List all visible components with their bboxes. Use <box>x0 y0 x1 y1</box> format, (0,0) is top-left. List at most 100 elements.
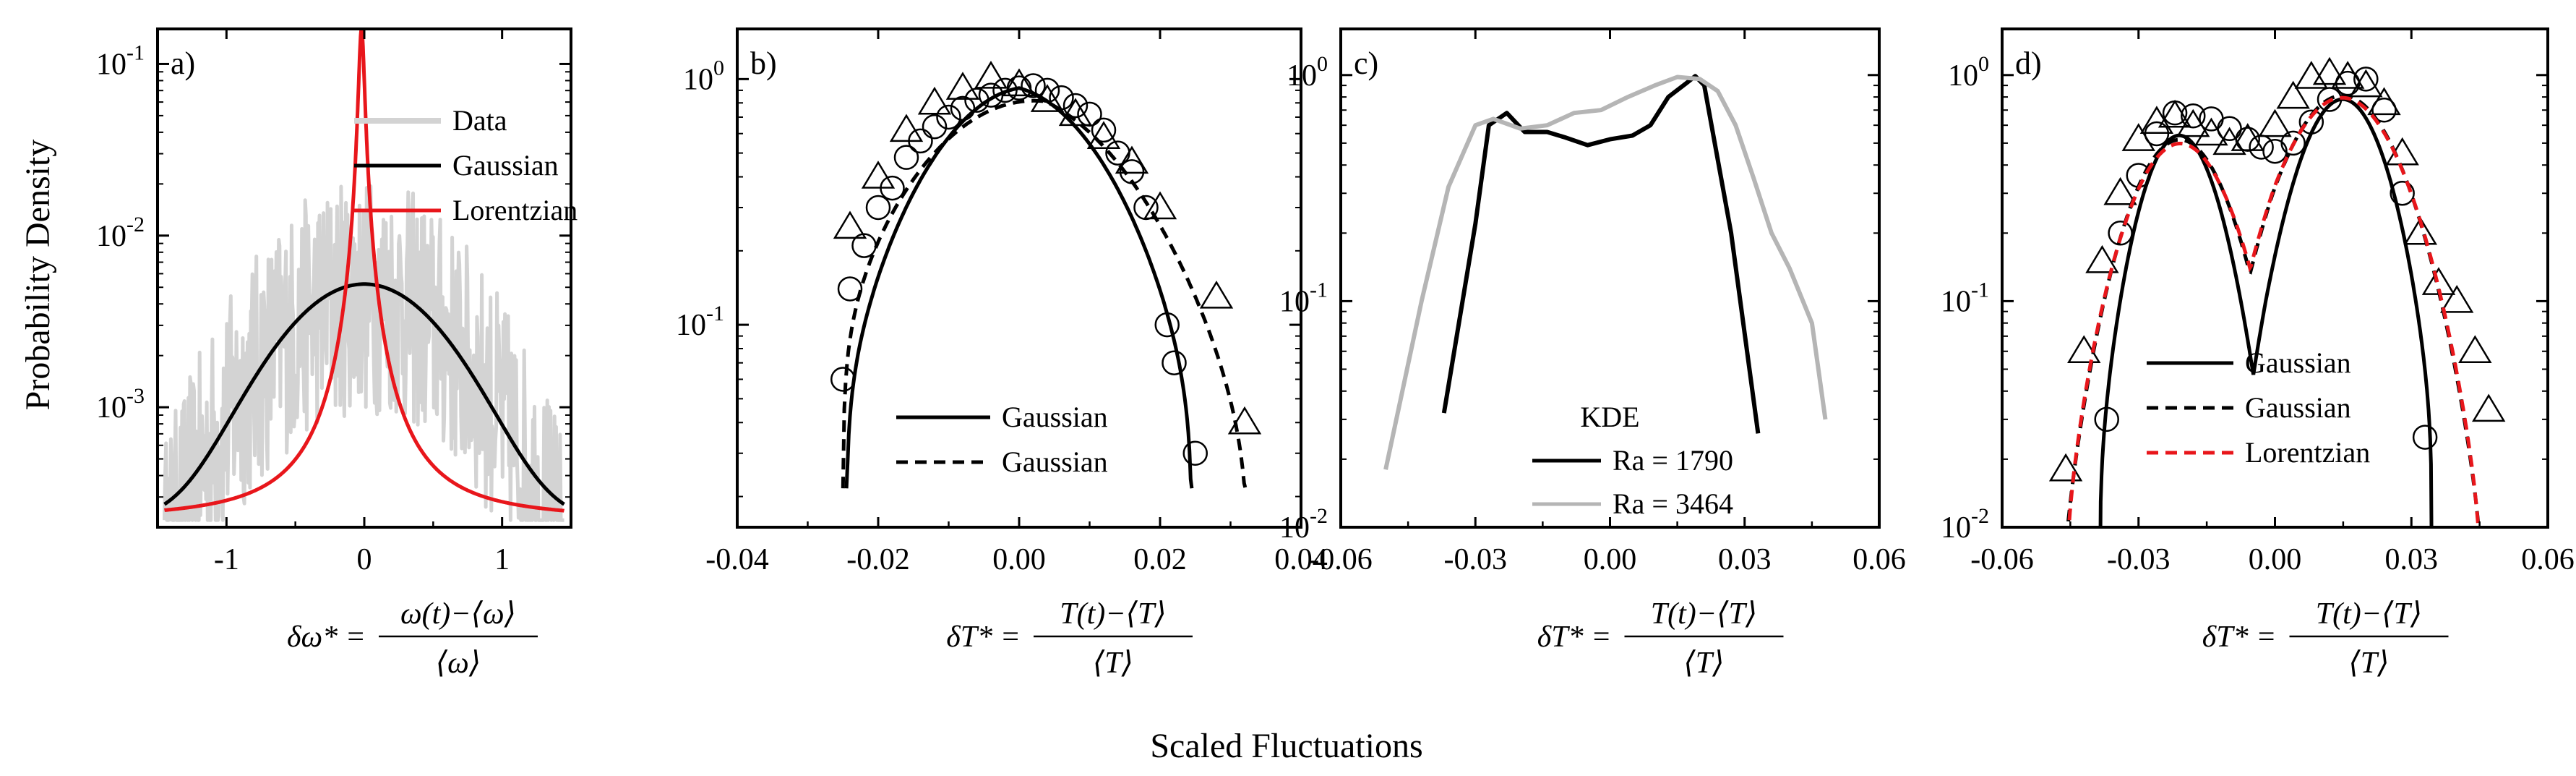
series-gaussian-dashed <box>841 98 1248 490</box>
data-point-triangle <box>1227 406 1262 435</box>
data-point-circle <box>2217 116 2242 142</box>
plot-area <box>1383 74 1828 470</box>
series-line-0 <box>1441 74 1761 434</box>
data-point-triangle <box>2103 176 2137 205</box>
panel-c: -0.06 -0.03 0.00 0.03 0.06 10-2 10-1 100 c) KDE Ra… <box>1279 27 1906 680</box>
y-tick-label: 10-2 <box>96 213 145 253</box>
data-point-triangle <box>2194 117 2228 146</box>
data-point-triangle <box>2176 108 2210 137</box>
x-label-numerator: ω(t)−⟨ω⟩ <box>400 597 516 631</box>
data-point-triangle <box>833 210 867 239</box>
data-point-triangle <box>2312 56 2347 85</box>
data-point-circle <box>922 114 948 140</box>
data-point-circle <box>1091 117 1117 143</box>
data-point-triangle <box>974 60 1008 89</box>
x-tick-label: 0.03 <box>1718 543 1772 576</box>
x-tick-label: 0.03 <box>2385 543 2439 576</box>
data-point-triangle <box>1002 68 1036 97</box>
data-point-triangle <box>2385 137 2419 166</box>
y-tick-label: 10-2 <box>1941 504 1989 545</box>
data-point-triangle <box>2458 335 2492 364</box>
data-point-triangle <box>2121 123 2155 151</box>
y-tick-label: 100 <box>1287 52 1328 93</box>
panel-tag: a) <box>171 46 195 81</box>
data-point-triangle <box>2349 69 2383 98</box>
data-point-triangle <box>2330 61 2365 89</box>
data-point-triangle <box>889 114 924 142</box>
x-tick-label: -1 <box>214 543 239 576</box>
x-tick-label: 0.04 <box>1274 543 1328 576</box>
series-lorentzian-line <box>164 29 564 513</box>
data-point-circle <box>1062 93 1089 119</box>
y-tick-label: 10-1 <box>1941 278 1989 318</box>
y-tick-label: 10-2 <box>1279 504 1328 545</box>
plot-area <box>830 60 1262 490</box>
x-tick-label: 0.00 <box>992 543 1046 576</box>
data-point-circle <box>2181 103 2206 129</box>
data-point-triangle <box>2085 244 2119 273</box>
y-tick-label: 10-1 <box>96 40 145 81</box>
x-label-lhs: δT* = <box>946 621 1021 654</box>
x-label-denominator: ⟨T⟩ <box>1093 647 1133 680</box>
series-data-line <box>163 184 565 522</box>
data-point-circle <box>1021 73 1046 98</box>
legend-label: Gaussian <box>1002 401 1108 433</box>
series-gaussian-solid <box>844 86 1194 489</box>
data-point-triangle <box>2367 87 2401 116</box>
data-point-circle <box>978 82 1004 108</box>
legend-label: Ra = 1790 <box>1613 444 1733 477</box>
data-point-circle <box>2390 181 2415 206</box>
data-point-triangle <box>861 161 896 189</box>
x-tick-label: -0.06 <box>1970 543 2034 576</box>
x-label-lhs: δω* = <box>287 621 366 654</box>
data-point-circle <box>936 104 961 130</box>
panel-d: -0.06 -0.03 0.00 0.03 0.06 10-2 10-1 100 d) Gauss… <box>1941 27 2575 680</box>
data-point-circle <box>2280 130 2306 156</box>
data-point-circle <box>2412 425 2438 450</box>
x-label-denominator: ⟨T⟩ <box>1683 647 1724 680</box>
x-tick-label: 0.06 <box>2521 543 2575 576</box>
data-point-circle <box>893 145 919 170</box>
y-axis-label: Probability Density <box>19 140 57 411</box>
data-point-circle <box>2353 67 2379 92</box>
x-label-denominator: ⟨T⟩ <box>2348 647 2389 680</box>
x-label-numerator: T(t)−⟨T⟩ <box>2316 597 2422 631</box>
panel-b: -0.04 -0.02 0.00 0.02 0.04 10-1 100 b) Gaussian G… <box>676 27 1328 680</box>
series-gaussian-line <box>163 282 565 506</box>
x-tick-label: -0.06 <box>1309 543 1373 576</box>
x-tick-label: 0 <box>357 543 372 576</box>
data-point-triangle <box>2158 99 2192 128</box>
plot-area <box>2048 56 2506 527</box>
x-tick-label: 1 <box>494 543 510 576</box>
data-point-triangle <box>2403 216 2438 245</box>
y-tick-label: 100 <box>1948 52 1989 93</box>
data-point-circle <box>837 276 863 302</box>
common-x-label: Scaled Fluctuations <box>1150 727 1422 765</box>
legend-title: KDE <box>1580 401 1639 433</box>
data-point-triangle <box>2276 80 2310 109</box>
x-tick-label: 0.02 <box>1133 543 1187 576</box>
data-point-triangle <box>2258 108 2292 137</box>
data-point-triangle <box>945 72 980 100</box>
x-tick-label: -0.03 <box>2107 543 2171 576</box>
x-label-lhs: δT* = <box>2202 621 2277 654</box>
data-point-circle <box>2371 97 2397 123</box>
data-point-circle <box>950 95 976 121</box>
data-point-circle <box>865 195 891 221</box>
x-label-numerator: T(t)−⟨T⟩ <box>1060 597 1166 631</box>
y-tick-label: 10-3 <box>96 384 145 425</box>
data-point-triangle <box>2439 284 2474 313</box>
panel-tag: b) <box>750 46 777 81</box>
data-point-circle <box>2262 138 2288 164</box>
legend-label: Gaussian <box>452 149 559 182</box>
data-point-circle <box>2144 121 2170 147</box>
x-label-lhs: δT* = <box>1537 621 1612 654</box>
legend-label: Gaussian <box>1002 445 1108 478</box>
data-point-triangle <box>2231 123 2264 151</box>
y-tick-label: 100 <box>683 56 724 96</box>
x-tick-label: 0.00 <box>1584 543 1637 576</box>
panel-tag: c) <box>1354 46 1378 81</box>
legend-label: Data <box>452 104 507 137</box>
y-tick-label: 10-1 <box>676 302 724 342</box>
